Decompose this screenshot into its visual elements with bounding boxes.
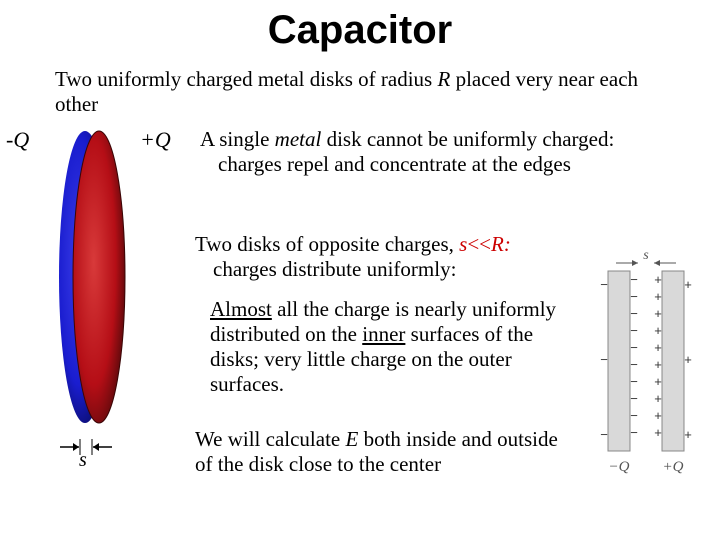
tb2-ll: << xyxy=(467,232,491,256)
tb1-line2: charges repel and concentrate at the edg… xyxy=(218,152,571,177)
tb2-line2: charges distribute uniformly: xyxy=(213,257,456,282)
tb4-a: We will calculate xyxy=(195,427,346,451)
plus-icon: + xyxy=(654,374,662,389)
plus-icon: + xyxy=(654,306,662,321)
intro-R: R xyxy=(437,67,450,91)
text-calculate-E: We will calculate E both inside and outs… xyxy=(195,427,575,477)
plus-icon: + xyxy=(654,340,662,355)
tb1-a: A single xyxy=(200,127,275,151)
text-single-disk: A single metal disk cannot be uniformly … xyxy=(200,127,670,177)
capacitor-disks-figure xyxy=(35,127,155,437)
minus-icon: − xyxy=(600,277,608,292)
plate-cross-section-diagram: s − − − − − − − − − − − − − xyxy=(576,249,716,479)
minus-icon: − xyxy=(600,427,608,442)
minus-icon: − xyxy=(630,357,638,372)
minus-icon: − xyxy=(630,323,638,338)
tb4-b: E xyxy=(346,427,359,451)
minus-icon: − xyxy=(630,391,638,406)
minus-icon: − xyxy=(600,352,608,367)
minus-icon: − xyxy=(630,425,638,440)
plus-icon: + xyxy=(684,277,692,292)
plus-icon: + xyxy=(654,272,662,287)
minus-q-label: -Q xyxy=(6,127,29,153)
diagram-minusQ-label: −Q xyxy=(609,459,630,475)
plus-icon: + xyxy=(654,425,662,440)
plus-icon: + xyxy=(654,357,662,372)
text-inner-surfaces: Almost all the charge is nearly uniforml… xyxy=(210,297,570,396)
tb3-c: inner xyxy=(362,322,405,346)
plus-icon: + xyxy=(654,408,662,423)
intro-pre: Two uniformly charged metal disks of rad… xyxy=(55,67,437,91)
intro-text: Two uniformly charged metal disks of rad… xyxy=(55,67,665,117)
tb2-a: Two disks of opposite charges, xyxy=(195,232,459,256)
tb1-b: metal xyxy=(275,127,322,151)
minus-icon: − xyxy=(630,374,638,389)
plus-icon: + xyxy=(654,391,662,406)
diagram-plusQ-label: +Q xyxy=(663,459,684,475)
plus-icon: + xyxy=(684,352,692,367)
tb2-R: R: xyxy=(491,232,511,256)
minus-icon: − xyxy=(630,272,638,287)
minus-icon: − xyxy=(630,408,638,423)
plus-icon: + xyxy=(654,289,662,304)
text-two-disks: Two disks of opposite charges, s<<R: cha… xyxy=(195,232,625,282)
plus-icon: + xyxy=(654,323,662,338)
minus-icon: − xyxy=(630,340,638,355)
page-title: Capacitor xyxy=(0,8,720,53)
minus-icon: − xyxy=(630,306,638,321)
tb3-a: Almost xyxy=(210,297,272,321)
tb1-c: disk cannot be uniformly charged: xyxy=(321,127,614,151)
s-label: s xyxy=(79,449,87,472)
plus-icon: + xyxy=(684,427,692,442)
diagram-s-label: s xyxy=(643,249,649,263)
minus-icon: − xyxy=(630,289,638,304)
